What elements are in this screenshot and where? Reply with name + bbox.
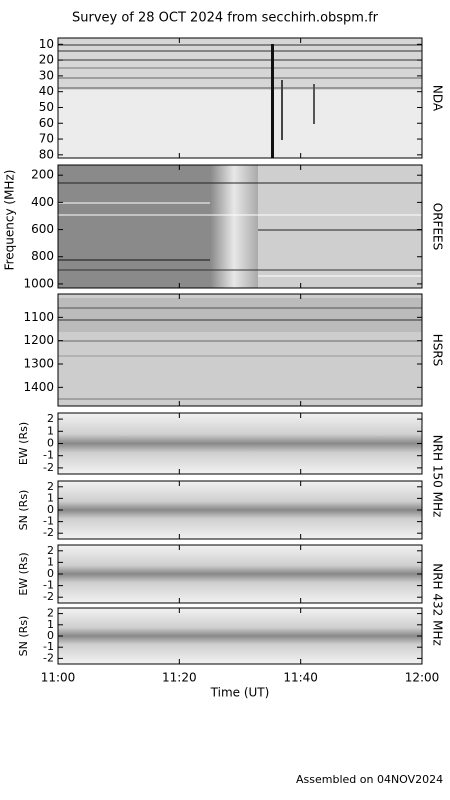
y-tick-label: 0 (47, 629, 54, 642)
backgrounds (58, 38, 422, 664)
panel-y-label: SN (Rs) (17, 616, 30, 657)
nrh-image (58, 608, 422, 664)
x-tick-label: 11:00 (41, 671, 76, 685)
nda-burst (281, 80, 283, 140)
y-tick-label: 60 (39, 116, 54, 130)
y-tick-label: 400 (31, 195, 54, 209)
y-tick-label: -1 (43, 579, 54, 592)
y-tick-label: -2 (43, 526, 54, 539)
nda-burst (313, 84, 315, 124)
y-tick-label: 0 (47, 567, 54, 580)
y-tick-label: 1300 (23, 357, 54, 371)
y-tick-label: 1100 (23, 310, 54, 324)
y-tick-label: 40 (39, 84, 54, 98)
y-tick-label: 10 (39, 37, 54, 51)
x-axis-label: Time (UT) (210, 686, 270, 700)
y-tick-label: 2 (47, 480, 54, 493)
y-tick-label: 1 (47, 424, 54, 437)
x-tick-label: 12:00 (405, 671, 440, 685)
y-tick-label: -2 (43, 651, 54, 664)
y-tick-label: 80 (39, 147, 54, 161)
nda-band (58, 38, 422, 90)
y-tick-label: 50 (39, 100, 54, 114)
x-tick-label: 11:20 (162, 671, 197, 685)
y-tick-label: 1200 (23, 333, 54, 347)
panel-label: NRH 432 MHz (431, 563, 445, 646)
panel-frame (57, 164, 423, 289)
nrh-image (58, 481, 422, 539)
nrh-image (58, 545, 422, 603)
panel-frame (57, 37, 423, 159)
panel-frame (57, 293, 423, 407)
x-tick-label: 11:40 (283, 671, 318, 685)
y-tick-label: -2 (43, 590, 54, 603)
y-tick-label: 2 (47, 607, 54, 620)
y-tick-label: 2 (47, 412, 54, 425)
y-tick-label: 1 (47, 618, 54, 631)
y-tick-label: 0 (47, 437, 54, 450)
panel-label: NDA (431, 85, 445, 112)
y-tick-label: 0 (47, 503, 54, 516)
y-tick-label: -1 (43, 449, 54, 462)
panel-y-label: EW (Rs) (17, 422, 30, 465)
y-tick-label: 1 (47, 491, 54, 504)
hsrs-band (58, 298, 422, 332)
y-tick-label: 30 (39, 68, 54, 82)
panel-label: HSRS (431, 334, 445, 367)
nda-lines (58, 44, 422, 89)
y-tick-label: 1000 (23, 276, 54, 290)
y-axis-label: Frequency (MHz) (3, 170, 17, 271)
y-tick-label: 800 (31, 249, 54, 263)
y-tick-label: 70 (39, 132, 54, 146)
orfees-lines (58, 182, 422, 277)
y-tick-label: 1 (47, 555, 54, 568)
y-tick-label: 600 (31, 222, 54, 236)
panel-y-label: SN (Rs) (17, 490, 30, 531)
orfees-image (58, 165, 210, 288)
panel-label: ORFEES (431, 203, 445, 250)
panel-label: NRH 150 MHz (431, 435, 445, 518)
orfees-image (210, 165, 258, 288)
nrh-image (58, 413, 422, 474)
y-tick-label: -2 (43, 461, 54, 474)
chart-title: Survey of 28 OCT 2024 from secchirh.obsp… (72, 11, 379, 26)
y-tick-label: 1400 (23, 380, 54, 394)
y-tick-label: -1 (43, 640, 54, 653)
y-tick-label: 20 (39, 53, 54, 67)
footer: Assembled on 04NOV2024 (296, 773, 443, 786)
orfees-image (258, 165, 422, 288)
hsrs-lines (58, 307, 422, 400)
y-tick-label: 200 (31, 168, 54, 182)
y-tick-label: -1 (43, 515, 54, 528)
panel-y-label: EW (Rs) (17, 552, 30, 595)
nda-burst (271, 44, 274, 158)
y-tick-label: 2 (47, 544, 54, 557)
